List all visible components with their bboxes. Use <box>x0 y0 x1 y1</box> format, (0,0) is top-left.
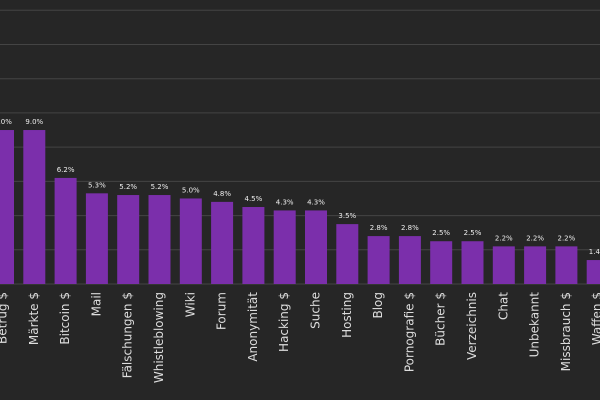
value-label: 3.5% <box>338 212 356 220</box>
value-label: 6.2% <box>57 166 75 174</box>
bar <box>305 210 327 284</box>
x-tick-label: Missbrauch $ <box>559 292 573 371</box>
value-label: 5.2% <box>151 183 169 191</box>
bar <box>586 260 600 284</box>
value-label: 4.3% <box>276 198 294 206</box>
value-label: 2.8% <box>370 224 388 232</box>
x-tick-label: Whistleblowing <box>152 292 166 383</box>
bar <box>430 241 453 284</box>
x-tick-label: Wiki <box>183 292 197 317</box>
bar <box>492 246 515 284</box>
x-tick-label: Bücher $ <box>434 292 448 346</box>
bar <box>85 193 108 284</box>
value-label: 2.2% <box>558 234 576 242</box>
bar <box>179 198 202 284</box>
x-tick-label: Blog <box>371 292 385 319</box>
x-tick-label: Pornografie $ <box>402 292 416 372</box>
value-label: 5.3% <box>88 181 106 189</box>
x-tick-label: Betrug $ <box>0 292 10 344</box>
value-label: 9.0% <box>25 118 43 126</box>
value-label: 5.0% <box>182 186 200 194</box>
x-tick-label: Mail <box>89 292 103 316</box>
bar <box>23 130 46 284</box>
value-label: 4.3% <box>307 198 325 206</box>
bar <box>54 177 77 284</box>
value-label: 2.5% <box>432 229 450 237</box>
x-tick-label: Hosting <box>340 292 354 338</box>
bar <box>555 246 578 284</box>
bar <box>367 236 390 284</box>
bar <box>242 207 265 284</box>
x-tick-label: Fälschungen $ <box>121 292 135 378</box>
value-label: 2.2% <box>495 234 513 242</box>
value-label: 4.8% <box>213 190 231 198</box>
x-tick-label: Chat <box>496 292 510 320</box>
x-tick-label: Suche <box>309 292 323 329</box>
bar <box>461 241 484 284</box>
bar <box>117 195 140 284</box>
bar <box>211 201 234 284</box>
x-tick-label: Anonymität <box>246 292 260 362</box>
bar <box>336 224 359 284</box>
value-label: 2.2% <box>526 234 544 242</box>
bar <box>0 130 14 284</box>
value-label: 4.5% <box>245 195 263 203</box>
value-label: 2.8% <box>401 224 419 232</box>
value-label: 5.2% <box>119 183 137 191</box>
value-label: 9.0% <box>0 118 12 126</box>
x-tick-label: Waffen $ <box>590 292 600 345</box>
x-tick-label: Unbekannt <box>528 292 542 358</box>
bar <box>273 210 296 284</box>
value-label: 1.4% <box>589 248 600 256</box>
x-tick-label: Forum <box>215 292 229 330</box>
x-tick-label: Hacking $ <box>277 292 291 352</box>
bar <box>524 246 547 284</box>
x-tick-label: Märkte $ <box>27 292 41 345</box>
bar <box>148 195 171 284</box>
x-tick-label: Bitcoin $ <box>58 292 72 345</box>
x-tick-label: Verzeichnis <box>465 292 479 360</box>
value-label: 2.5% <box>464 229 482 237</box>
bar <box>398 236 421 284</box>
